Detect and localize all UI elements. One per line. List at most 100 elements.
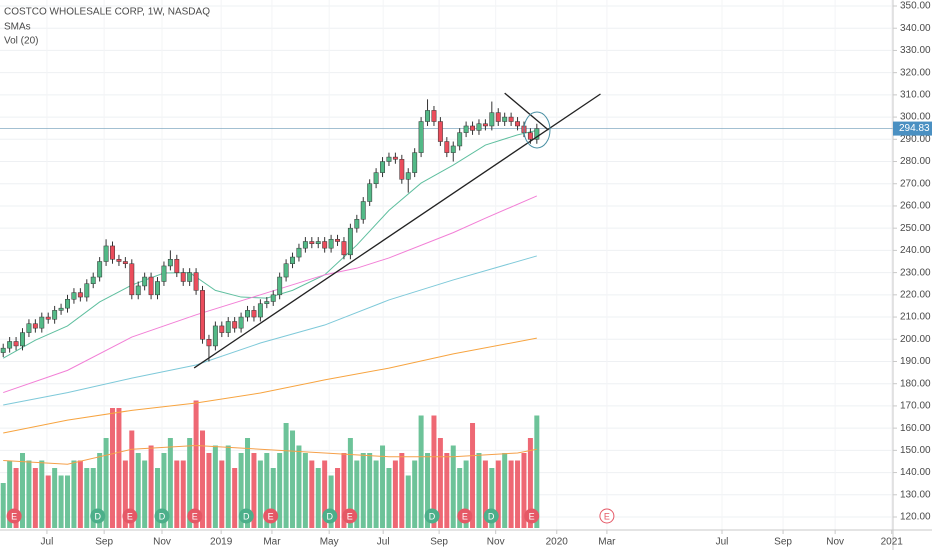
candle-body	[341, 241, 347, 256]
candle-body	[200, 290, 205, 340]
candle-body	[360, 201, 366, 220]
volume-bar	[200, 430, 206, 528]
y-tick-label: 170.00	[900, 401, 931, 412]
candle-body	[405, 172, 411, 180]
candle-body	[302, 241, 308, 249]
volume-bar	[257, 460, 263, 528]
candle-body	[232, 321, 238, 329]
volume-bar	[489, 468, 495, 528]
volume-bar	[322, 460, 328, 528]
volume-bar	[84, 468, 90, 528]
event-label: D	[243, 511, 250, 521]
volume-sma	[3, 444, 537, 465]
candle-body	[206, 339, 212, 347]
volume-bar	[90, 468, 96, 528]
x-tick-label: Nov	[487, 537, 505, 548]
candle-body	[32, 323, 38, 329]
volume-bar	[521, 453, 527, 528]
candle-body	[322, 241, 328, 249]
y-tick-label: 350.00	[900, 1, 931, 12]
candle-body	[39, 316, 45, 329]
circle-annotation	[523, 111, 551, 149]
volume-bar	[129, 430, 135, 528]
volume-bar	[238, 453, 244, 528]
y-tick-label: 140.00	[900, 467, 931, 478]
volume-bar	[495, 460, 501, 528]
indicator-label: Vol (20)	[4, 36, 38, 47]
volume-bar	[116, 408, 122, 528]
volume-bar	[13, 468, 19, 528]
candle-body	[193, 272, 199, 291]
candle-body	[328, 239, 334, 249]
candle-body	[97, 261, 103, 278]
candle-body	[315, 241, 321, 244]
candle-body	[367, 183, 373, 202]
candle-body	[277, 276, 283, 296]
candle-body	[425, 110, 430, 122]
event-label: E	[347, 511, 353, 521]
event-label: E	[462, 511, 468, 521]
event-label: D	[327, 511, 334, 521]
candle-body	[527, 132, 533, 140]
event-label: E	[192, 511, 198, 521]
y-tick-label: 340.00	[900, 23, 931, 34]
candle-body	[155, 281, 160, 296]
volume-bar	[174, 460, 180, 528]
candle-body	[110, 245, 115, 260]
y-tick-label: 290.00	[900, 134, 931, 145]
volume-bar	[20, 453, 26, 528]
candle-body	[13, 341, 19, 347]
volume-bar	[476, 453, 482, 528]
candle-body	[129, 263, 135, 296]
event-label: D	[488, 511, 495, 521]
y-tick-label: 200.00	[900, 334, 931, 345]
event-marker	[187, 508, 203, 524]
volume-bar	[212, 445, 218, 528]
volume-bar	[302, 453, 308, 528]
candle-body	[392, 156, 398, 160]
candle-body	[187, 272, 193, 282]
candle-body	[245, 310, 250, 318]
volume-bar	[470, 423, 476, 528]
volume-bar	[161, 453, 167, 528]
candle-body	[7, 341, 13, 349]
volume-bar	[7, 460, 13, 528]
candle-body	[399, 159, 405, 180]
x-tick-label: Sep	[95, 537, 113, 548]
volume-bar	[309, 460, 315, 528]
candle-body	[437, 121, 443, 142]
volume-bar	[245, 438, 251, 528]
event-marker	[457, 508, 473, 524]
event-marker	[122, 508, 138, 524]
candle-body	[45, 316, 51, 320]
candle-body	[77, 292, 83, 298]
volume-bar	[110, 408, 116, 528]
candle-body	[347, 227, 353, 256]
sma-line	[3, 195, 538, 394]
candle-body	[58, 307, 64, 311]
volume-bar	[26, 460, 32, 528]
candle-body	[335, 239, 340, 242]
x-tick-label: Sep	[430, 537, 448, 548]
candle-body	[225, 321, 231, 333]
candle-body	[103, 245, 109, 262]
volume-bar	[527, 438, 533, 528]
volume-bar	[425, 453, 431, 528]
volume-bar	[437, 438, 443, 528]
candle-body	[251, 310, 257, 318]
candle-body	[20, 332, 25, 347]
candle-body	[444, 141, 450, 153]
event-label: E	[268, 511, 274, 521]
y-tick-label: 130.00	[900, 489, 931, 500]
volume-bar	[155, 468, 161, 528]
candle-body	[26, 323, 32, 333]
volume-bar	[431, 415, 437, 528]
volume-bar	[32, 468, 38, 528]
x-tick-label: Jul	[716, 537, 729, 548]
y-tick-label: 230.00	[900, 267, 931, 278]
candle-body	[463, 125, 469, 133]
volume-bar	[360, 453, 366, 528]
candle-body	[270, 294, 276, 302]
y-tick-label: 220.00	[900, 289, 931, 300]
sma-line	[3, 337, 537, 434]
